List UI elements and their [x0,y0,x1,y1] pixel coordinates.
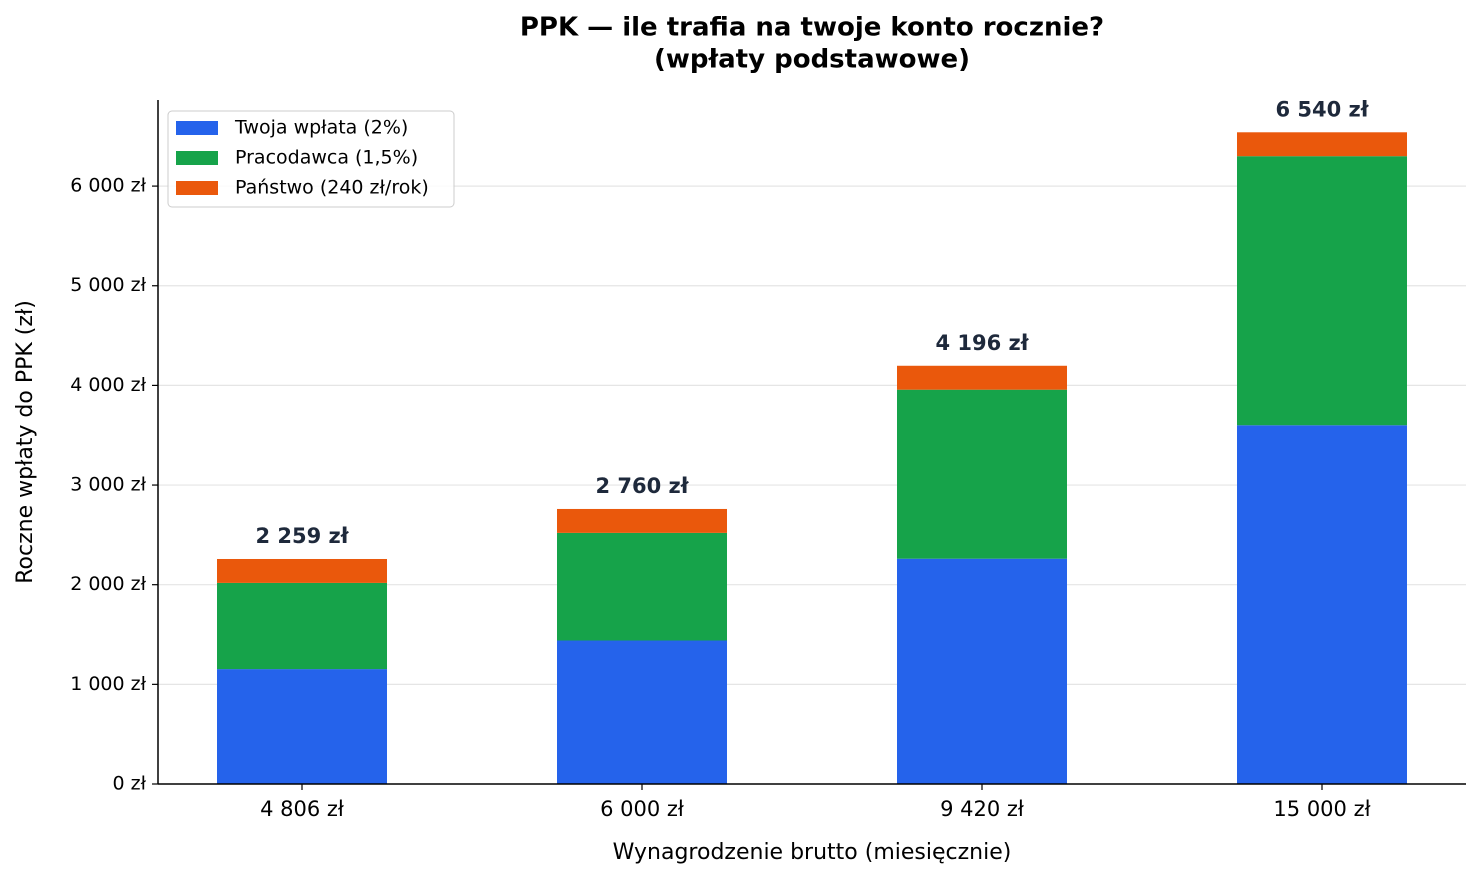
legend [167,110,455,208]
bar-segment [1237,425,1407,784]
total-label: 2 259 zł [255,524,349,548]
x-tick-label: 4 806 zł [260,797,344,821]
bar-segment [1237,132,1407,157]
y-axis-label: Roczne wpłaty do PPK (zł) [13,300,38,584]
bar-segment [897,558,1067,784]
total-label: 2 760 zł [595,474,689,498]
bar-segment [1237,156,1407,426]
bar-segment [217,558,387,583]
y-tick-label: 6 000 zł [70,175,146,197]
y-tick-label: 1 000 zł [70,673,146,695]
legend-label: Twoja wpłata (2%) [234,117,408,139]
bar-segment [557,508,727,533]
bar-segment [557,532,727,641]
legend-swatch [176,181,218,195]
x-tick-label: 6 000 zł [600,797,684,821]
total-label: 6 540 zł [1275,97,1369,121]
legend-swatch [176,151,218,165]
bars: 4 806 zł 2 259 zł 6 000 zł 2 760 zł 9 420 zł… [217,97,1407,821]
y-tick-label: 5 000 zł [70,274,146,296]
y-tick-label: 3 000 zł [70,474,146,496]
chart-subtitle: (wpłaty podstawowe) [654,45,970,75]
chart-title: PPK — ile trafia na twoje konto rocznie? [520,13,1104,43]
x-tick-label: 9 420 zł [940,797,1024,821]
y-tick-label: 4 000 zł [70,374,146,396]
bar-segment [897,389,1067,559]
x-axis-label: Wynagrodzenie brutto (miesięcznie) [613,840,1012,865]
bar-segment [557,640,727,784]
bar-segment [897,365,1067,390]
legend-label: Pracodawca (1,5%) [235,147,418,169]
legend-entries: Twoja wpłata (2%) Pracodawca (1,5%) Państw… [176,117,429,199]
total-label: 4 196 zł [935,331,1029,355]
legend-label: Państwo (240 zł/rok) [235,177,429,199]
legend-swatch [176,121,218,135]
bar-segment [217,582,387,670]
x-tick-label: 15 000 zł [1273,797,1370,821]
bar-segment [217,669,387,784]
y-tick-label: 0 zł [112,773,146,795]
y-tick-label: 2 000 zł [70,573,146,595]
